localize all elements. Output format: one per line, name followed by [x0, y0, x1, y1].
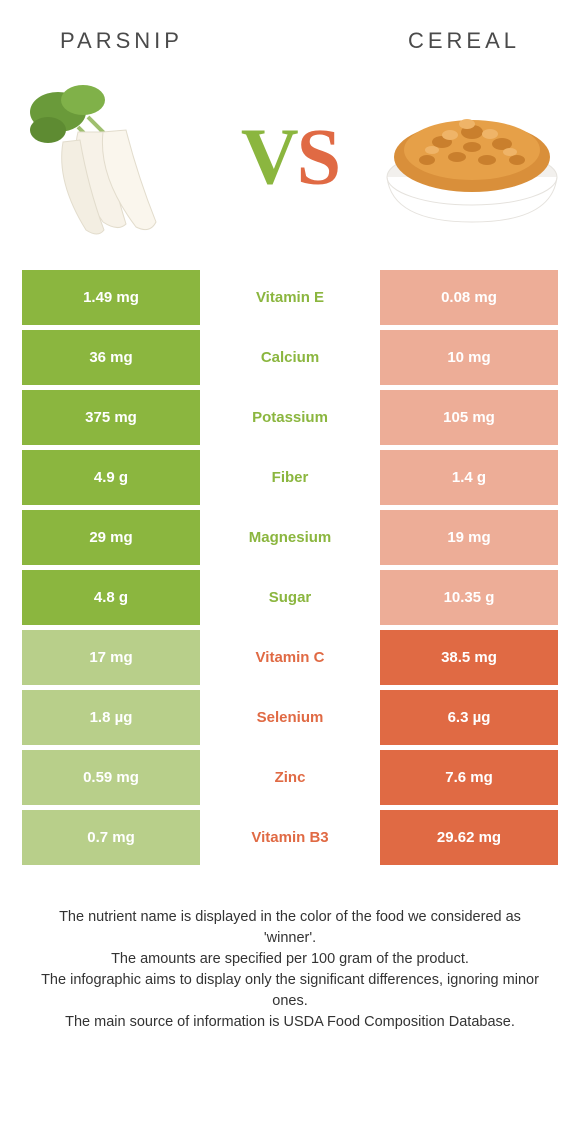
footer-line: The amounts are specified per 100 gram o…: [34, 949, 546, 970]
left-value: 375 mg: [22, 390, 200, 445]
right-value: 19 mg: [380, 510, 558, 565]
header: Parsnip Cereal: [0, 0, 580, 54]
right-value: 7.6 mg: [380, 750, 558, 805]
table-row: 17 mgVitamin C38.5 mg: [22, 630, 558, 685]
footer-line: The main source of information is USDA F…: [34, 1012, 546, 1033]
parsnip-illustration: [8, 72, 188, 242]
nutrient-name: Sugar: [200, 570, 380, 625]
left-value: 4.9 g: [22, 450, 200, 505]
footer-notes: The nutrient name is displayed in the co…: [34, 907, 546, 1033]
table-row: 4.8 gSugar10.35 g: [22, 570, 558, 625]
nutrient-name: Vitamin E: [200, 270, 380, 325]
right-value: 38.5 mg: [380, 630, 558, 685]
table-row: 375 mgPotassium105 mg: [22, 390, 558, 445]
nutrient-name: Zinc: [200, 750, 380, 805]
left-value: 17 mg: [22, 630, 200, 685]
nutrient-name: Calcium: [200, 330, 380, 385]
table-row: 1.8 µgSelenium6.3 µg: [22, 690, 558, 745]
left-value: 0.59 mg: [22, 750, 200, 805]
vs-label: VS: [241, 112, 339, 203]
right-value: 6.3 µg: [380, 690, 558, 745]
nutrient-name: Fiber: [200, 450, 380, 505]
table-row: 36 mgCalcium10 mg: [22, 330, 558, 385]
nutrient-name: Magnesium: [200, 510, 380, 565]
nutrient-table: 1.49 mgVitamin E0.08 mg36 mgCalcium10 mg…: [22, 270, 558, 865]
title-left: Parsnip: [60, 28, 183, 54]
table-row: 0.59 mgZinc7.6 mg: [22, 750, 558, 805]
left-value: 29 mg: [22, 510, 200, 565]
nutrient-name: Potassium: [200, 390, 380, 445]
left-value: 36 mg: [22, 330, 200, 385]
table-row: 4.9 gFiber1.4 g: [22, 450, 558, 505]
table-row: 29 mgMagnesium19 mg: [22, 510, 558, 565]
right-value: 10.35 g: [380, 570, 558, 625]
left-value: 4.8 g: [22, 570, 200, 625]
right-value: 105 mg: [380, 390, 558, 445]
left-value: 1.8 µg: [22, 690, 200, 745]
nutrient-name: Vitamin C: [200, 630, 380, 685]
cereal-illustration: [372, 82, 572, 232]
left-value: 1.49 mg: [22, 270, 200, 325]
right-value: 1.4 g: [380, 450, 558, 505]
vs-v: V: [241, 113, 297, 201]
nutrient-name: Vitamin B3: [200, 810, 380, 865]
footer-line: The nutrient name is displayed in the co…: [34, 907, 546, 949]
left-value: 0.7 mg: [22, 810, 200, 865]
vs-s: S: [297, 113, 340, 201]
right-value: 10 mg: [380, 330, 558, 385]
table-row: 1.49 mgVitamin E0.08 mg: [22, 270, 558, 325]
footer-line: The infographic aims to display only the…: [34, 970, 546, 1012]
title-right: Cereal: [408, 28, 520, 54]
right-value: 0.08 mg: [380, 270, 558, 325]
hero: VS: [0, 72, 580, 262]
nutrient-name: Selenium: [200, 690, 380, 745]
table-row: 0.7 mgVitamin B329.62 mg: [22, 810, 558, 865]
right-value: 29.62 mg: [380, 810, 558, 865]
